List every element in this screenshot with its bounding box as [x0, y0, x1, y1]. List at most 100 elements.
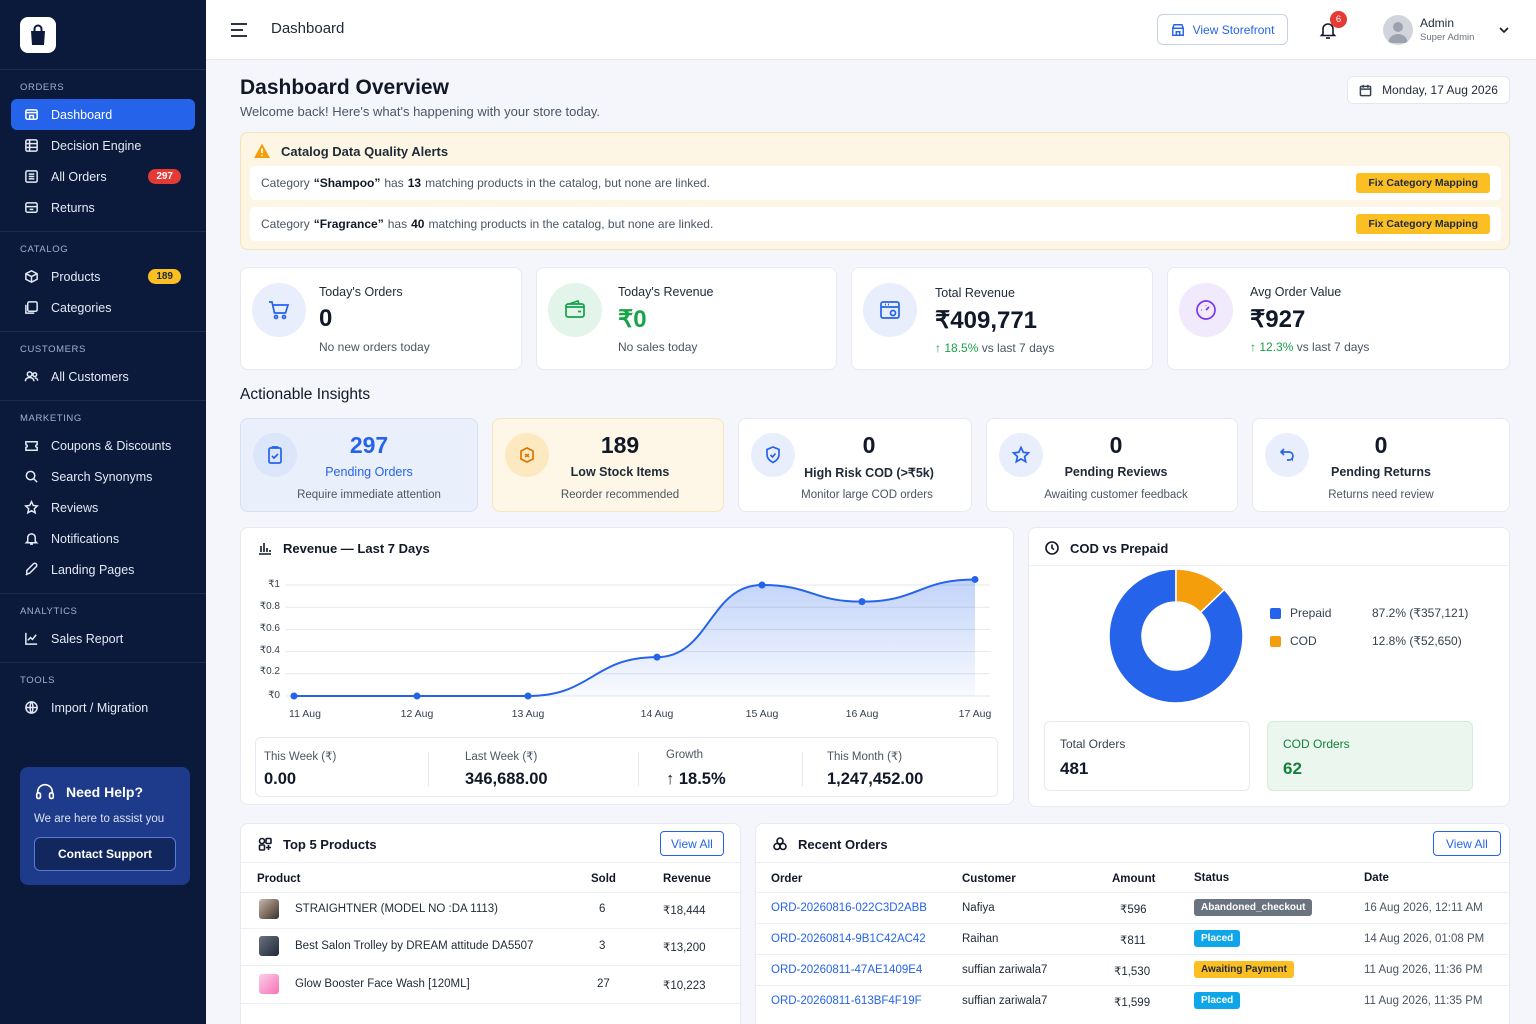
orders-icon: [773, 837, 787, 851]
shield-check-icon: [766, 446, 780, 464]
insights-title: Actionable Insights: [240, 386, 371, 403]
insight-value: 0: [1109, 432, 1123, 458]
column-header: Date: [1364, 872, 1389, 884]
stat-card-todays-orders[interactable]: Today's Orders 0 No new orders today: [240, 267, 522, 370]
sidebar-item-search-synonyms[interactable]: Search Synonyms: [11, 461, 195, 492]
clipboard-icon-wrap: [253, 433, 297, 477]
product-name[interactable]: STRAIGHTNER (MODEL NO :DA 1113): [295, 903, 498, 915]
divider: [241, 928, 742, 929]
chevron-down-icon[interactable]: [1498, 24, 1510, 36]
column-header: Order: [771, 873, 803, 885]
wallet-icon: [565, 299, 585, 318]
divider: [802, 752, 803, 786]
insight-high-risk-cod[interactable]: 0 High Risk COD (>₹5k) Monitor large COD…: [738, 418, 972, 512]
sidebar-item-landing-pages[interactable]: Landing Pages: [11, 554, 195, 585]
alert-prefix: Category: [261, 217, 310, 231]
clipboard-check-icon: [268, 446, 282, 464]
contact-support-button[interactable]: Contact Support: [34, 837, 176, 871]
sidebar-item-notifications[interactable]: Notifications: [11, 523, 195, 554]
shopping-bag-logo-icon[interactable]: [20, 16, 56, 53]
product-name[interactable]: Glow Booster Face Wash [120ML]: [295, 978, 470, 990]
logo-area: [0, 0, 206, 70]
sidebar-item-categories[interactable]: Categories: [11, 292, 195, 323]
orders-count-badge: 297: [148, 169, 181, 184]
column-header: Sold: [591, 873, 616, 885]
clock-info-icon: [1045, 541, 1059, 555]
revenue-panel-title: Revenue — Last 7 Days: [257, 540, 430, 556]
order-date: 11 Aug 2026, 11:36 PM: [1364, 964, 1483, 976]
divider: [241, 1003, 742, 1004]
menu-icon[interactable]: [230, 21, 248, 39]
stat-card-total-revenue[interactable]: Total Revenue ₹409,771 ↑ 18.5% vs last 7…: [851, 267, 1153, 370]
sidebar-item-all-customers[interactable]: All Customers: [11, 361, 195, 392]
y-tick-label: ₹0: [268, 690, 280, 701]
sidebar-item-import-migration[interactable]: Import / Migration: [11, 692, 195, 723]
sidebar-item-label: Sales Report: [51, 631, 124, 646]
view-all-orders-button[interactable]: View All: [1433, 831, 1501, 856]
product-thumbnail: [259, 974, 279, 994]
stat-card-avg-order-value[interactable]: Avg Order Value ₹927 ↑ 12.3% vs last 7 d…: [1167, 267, 1510, 370]
divider: [241, 862, 742, 863]
order-id-link[interactable]: ORD-20260811-47AE1409E4: [771, 964, 923, 976]
insight-pending-reviews[interactable]: 0 Pending Reviews Awaiting customer feed…: [986, 418, 1238, 512]
product-name[interactable]: Best Salon Trolley by DREAM attitude DA5…: [295, 940, 534, 952]
product-sold: 3: [599, 940, 606, 952]
insight-low-stock[interactable]: 189 Low Stock Items Reorder recommended: [492, 418, 724, 512]
order-date: 11 Aug 2026, 11:35 PM: [1364, 995, 1483, 1007]
sidebar-item-label: Reviews: [51, 500, 99, 515]
order-customer: Raihan: [962, 933, 999, 945]
total-orders-card[interactable]: Total Orders 481: [1044, 721, 1250, 791]
sidebar-item-label: Landing Pages: [51, 562, 135, 577]
product-thumbnail: [259, 899, 279, 919]
view-all-products-button[interactable]: View All: [660, 831, 724, 856]
fix-category-mapping-button[interactable]: Fix Category Mapping: [1356, 214, 1490, 234]
cod-orders-card[interactable]: COD Orders 62: [1267, 721, 1473, 791]
nav-section-tools: TOOLS Import / Migration: [0, 663, 206, 731]
order-amount: ₹1,599: [1114, 997, 1151, 1009]
insight-pending-returns[interactable]: 0 Pending Returns Returns need review: [1252, 418, 1510, 512]
status-badge: Abandoned_checkout: [1194, 899, 1313, 916]
alert-row: Category “Fragrance” has 40 matching pro…: [250, 207, 1501, 241]
sidebar-item-returns[interactable]: Returns: [11, 192, 195, 223]
header-title: Dashboard: [271, 20, 345, 37]
donut-slice-cod[interactable]: [1175, 568, 1226, 614]
order-id-link[interactable]: ORD-20260814-9B1C42AC42: [771, 933, 926, 945]
sidebar-item-sales-report[interactable]: Sales Report: [11, 623, 195, 654]
product-sold: 6: [599, 903, 606, 915]
column-header: Revenue: [663, 873, 711, 885]
summary-value: 0.00: [264, 770, 297, 788]
sidebar-item-products[interactable]: Products 189: [11, 261, 195, 292]
view-storefront-button[interactable]: View Storefront: [1157, 14, 1288, 45]
sidebar-item-all-orders[interactable]: All Orders 297: [11, 161, 195, 192]
donut-slice-prepaid[interactable]: [1108, 568, 1244, 704]
x-tick-label: 15 Aug: [745, 708, 779, 720]
avatar[interactable]: [1383, 15, 1413, 45]
insight-subtext: Returns need review: [1328, 489, 1434, 501]
status-badge: Placed: [1194, 930, 1241, 947]
calendar-icon: [1359, 84, 1372, 96]
nav-section-customers: CUSTOMERS All Customers: [0, 332, 206, 401]
sidebar-item-coupons[interactable]: Coupons & Discounts: [11, 430, 195, 461]
x-tick-label: 17 Aug: [958, 708, 992, 720]
revenue-title-text: Revenue — Last 7 Days: [283, 540, 430, 556]
nav-section-title: CUSTOMERS: [20, 344, 86, 355]
notification-bell-icon[interactable]: [1318, 20, 1338, 40]
stat-card-todays-revenue[interactable]: Today's Revenue ₹0 No sales today: [536, 267, 837, 370]
fix-category-mapping-button[interactable]: Fix Category Mapping: [1356, 173, 1490, 193]
sidebar-item-label: All Orders: [51, 169, 107, 184]
help-box: Need Help? We are here to assist you Con…: [20, 767, 190, 885]
recent-orders-panel: Recent Orders View All Order Customer Am…: [755, 823, 1511, 1024]
sidebar-item-label: Search Synonyms: [51, 469, 153, 484]
order-id-link[interactable]: ORD-20260816-022C3D2ABB: [771, 902, 927, 914]
insight-pending-orders[interactable]: 297 Pending Orders Require immediate att…: [240, 418, 478, 512]
date-picker-button[interactable]: Monday, 17 Aug 2026: [1347, 76, 1510, 104]
sidebar-item-reviews[interactable]: Reviews: [11, 492, 195, 523]
sidebar-item-decision-engine[interactable]: Decision Engine: [11, 130, 195, 161]
order-id-link[interactable]: ORD-20260811-613BF4F19F: [771, 995, 922, 1007]
sidebar-item-dashboard[interactable]: Dashboard: [11, 99, 195, 130]
insight-label: Pending Reviews: [1064, 465, 1168, 479]
alert-mid: has: [384, 176, 404, 190]
stat-value: 0: [319, 305, 333, 332]
insight-label: Pending Returns: [1330, 465, 1431, 479]
insight-subtext: Monitor large COD orders: [801, 489, 933, 501]
